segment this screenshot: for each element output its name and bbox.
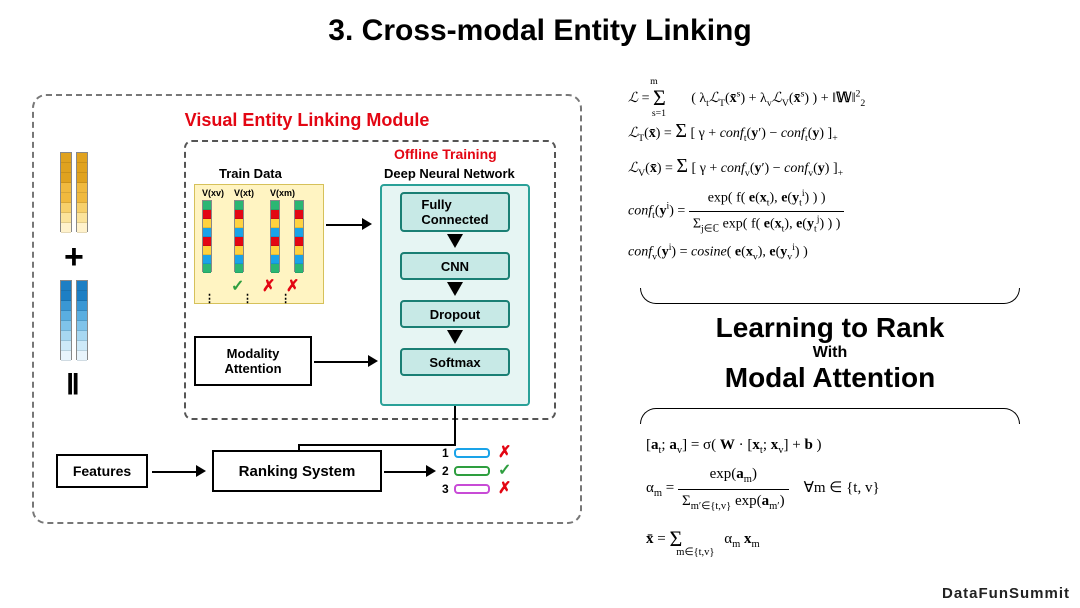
eq-conf-v: confv(yi) = cosine( e(xv), e(yvi) ) — [628, 240, 1048, 265]
train-ellipsis: ⋮ ⋮ ⋮ — [204, 292, 303, 305]
eq-L-V: ℒV(x̄) = Σ [ γ + confv(y′) − confv(y) ]+ — [628, 151, 1048, 182]
rank-mark-1: ✗ — [498, 442, 511, 462]
net-layer-1: CNN — [400, 252, 510, 280]
arrow-rank-out-head — [426, 465, 436, 477]
train-strip-2 — [234, 200, 244, 272]
net-layer-3: Softmax — [400, 348, 510, 376]
arrow-rank-out — [384, 471, 428, 473]
eq-conf-t: conft(yi) = exp( f( e(xt), e(yti) ) ) Σj… — [628, 186, 1048, 236]
arrow-feat-rank-head — [196, 465, 206, 477]
rank-num-2: 2 — [442, 464, 449, 478]
visual-entity-linking-module: Visual Entity Linking Module + Ⅱ Offline… — [32, 94, 582, 524]
eq-alpha: αm = exp(am) Σm′∈{t,v} exp(am′) ∀m ∈ {t,… — [646, 463, 1056, 515]
plus-icon: + — [64, 238, 84, 277]
train-data-label: Train Data — [219, 166, 282, 181]
dnn-to-rank-v — [454, 406, 456, 446]
features-box: Features — [56, 454, 148, 488]
blue-strip-1 — [60, 280, 72, 360]
rank-pill-2 — [454, 466, 490, 476]
train-strip-4 — [294, 200, 304, 272]
rtt-bot: Modal Attention — [640, 362, 1020, 394]
arrow-l0 — [447, 234, 463, 248]
net-layer-0: Fully Connected — [400, 192, 510, 232]
rank-mark-3: ✗ — [498, 478, 511, 498]
arrow-mod-net-head — [368, 355, 378, 367]
arrow-train-net — [326, 224, 364, 226]
blue-strip-2 — [76, 280, 88, 360]
net-layer-2: Dropout — [400, 300, 510, 328]
eq-L-total: ℒ = Σs=1m ( λtℒT(x̄s) + λvℒV(x̄s) ) + ‖𝕎… — [628, 78, 1048, 112]
train-data-panel — [194, 184, 324, 304]
arrow-l2 — [447, 330, 463, 344]
fused-group — [52, 402, 132, 426]
ranking-system-box: Ranking System — [212, 450, 382, 492]
arrow-feat-rank — [152, 471, 198, 473]
dnn-to-rank-v2 — [298, 444, 300, 450]
arrow-mod-net — [314, 361, 370, 363]
rank-num-1: 1 — [442, 446, 449, 460]
dnn-to-rank-h — [298, 444, 456, 446]
eq-L-T: ℒT(x̄) = Σ [ γ + conft(y′) − conft(y) ]+ — [628, 116, 1048, 147]
page-title: 3. Cross-modal Entity Linking — [0, 0, 1080, 48]
eq-xbar: x̄ = Σm∈{t,v} αm xm — [646, 519, 1056, 553]
watermark: DataFunSummit — [942, 585, 1070, 602]
dnn-label: Deep Neural Network — [384, 166, 515, 181]
rank-pill-3 — [454, 484, 490, 494]
equals-icon: Ⅱ — [66, 368, 78, 401]
train-col-1: V(xv) — [202, 188, 224, 198]
modality-attention-box: Modality Attention — [194, 336, 312, 386]
orange-strip-2 — [76, 152, 88, 232]
rank-num-3: 3 — [442, 482, 449, 496]
rank-mark-2: ✓ — [498, 460, 511, 480]
brace-top — [640, 288, 1020, 304]
train-col-2: V(xt) — [234, 188, 254, 198]
arrow-l1 — [447, 282, 463, 296]
module-title: Visual Entity Linking Module — [34, 110, 580, 131]
train-strip-3 — [270, 200, 280, 272]
rtt-mid: With — [640, 344, 1020, 362]
learning-to-rank-title: Learning to Rank With Modal Attention — [640, 312, 1020, 394]
offline-training-label: Offline Training — [394, 146, 497, 162]
train-strip-1 — [202, 200, 212, 272]
rtt-top: Learning to Rank — [640, 312, 1020, 344]
arrow-train-net-head — [362, 218, 372, 230]
attention-equations: [at; av] = σ( W · [xt; xv] + b ) αm = ex… — [646, 434, 1056, 557]
train-col-3: V(xm) — [270, 188, 295, 198]
orange-strip-1 — [60, 152, 72, 232]
brace-bottom — [640, 408, 1020, 424]
loss-equations: ℒ = Σs=1m ( λtℒT(x̄s) + λvℒV(x̄s) ) + ‖𝕎… — [628, 78, 1048, 269]
rank-pill-1 — [454, 448, 490, 458]
eq-a: [at; av] = σ( W · [xt; xv] + b ) — [646, 434, 1056, 459]
